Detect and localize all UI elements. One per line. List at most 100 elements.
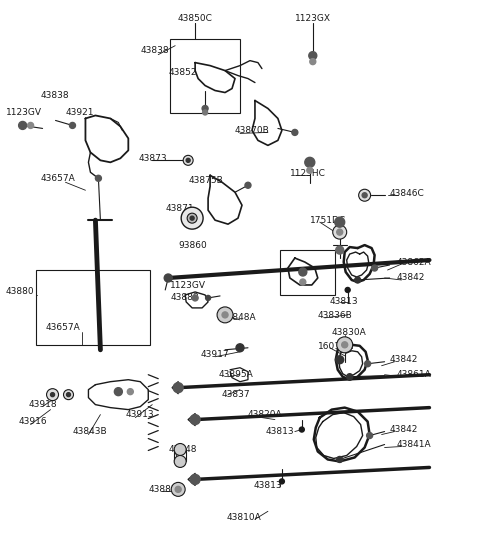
Text: 1123GV: 1123GV bbox=[6, 108, 42, 117]
Circle shape bbox=[181, 207, 203, 229]
Circle shape bbox=[310, 59, 316, 64]
Text: 1123GX: 1123GX bbox=[295, 14, 331, 23]
Circle shape bbox=[127, 389, 133, 395]
Text: 43875B: 43875B bbox=[188, 176, 223, 185]
Circle shape bbox=[67, 393, 71, 397]
Circle shape bbox=[190, 415, 200, 425]
Text: 93860: 93860 bbox=[178, 240, 207, 250]
Circle shape bbox=[190, 216, 194, 220]
Text: 43852: 43852 bbox=[168, 68, 197, 77]
Text: 43836B: 43836B bbox=[318, 311, 352, 321]
Text: 43841A: 43841A bbox=[396, 440, 431, 449]
Circle shape bbox=[70, 123, 75, 129]
Circle shape bbox=[345, 288, 350, 293]
Text: 1123HC: 1123HC bbox=[290, 169, 326, 178]
Circle shape bbox=[183, 155, 193, 166]
Circle shape bbox=[362, 192, 367, 197]
Circle shape bbox=[309, 52, 317, 59]
Circle shape bbox=[299, 268, 307, 276]
Circle shape bbox=[305, 157, 315, 167]
Text: 43913: 43913 bbox=[125, 410, 154, 419]
Text: 43888: 43888 bbox=[170, 294, 199, 302]
Circle shape bbox=[205, 295, 211, 300]
Text: 1751DC: 1751DC bbox=[310, 216, 346, 224]
Circle shape bbox=[300, 427, 304, 432]
Text: 43850C: 43850C bbox=[178, 14, 213, 23]
Circle shape bbox=[114, 388, 122, 395]
Text: 43918: 43918 bbox=[29, 400, 57, 409]
Circle shape bbox=[279, 479, 284, 484]
Text: 43862A: 43862A bbox=[396, 257, 431, 267]
Circle shape bbox=[336, 456, 343, 463]
Circle shape bbox=[174, 443, 186, 455]
Text: 43871: 43871 bbox=[165, 204, 194, 213]
Text: 43873: 43873 bbox=[138, 154, 167, 163]
Circle shape bbox=[342, 342, 348, 348]
Circle shape bbox=[355, 277, 360, 283]
Circle shape bbox=[202, 106, 208, 112]
Circle shape bbox=[336, 246, 344, 254]
Text: 43813: 43813 bbox=[265, 427, 294, 436]
Bar bbox=[280, 250, 335, 295]
Circle shape bbox=[300, 279, 306, 285]
Text: 43895A: 43895A bbox=[218, 370, 253, 379]
Text: 43861A: 43861A bbox=[396, 370, 432, 379]
Text: 1601DH: 1601DH bbox=[318, 342, 354, 351]
Text: 43921: 43921 bbox=[65, 108, 94, 117]
Circle shape bbox=[217, 307, 233, 323]
Circle shape bbox=[171, 482, 185, 496]
Bar bbox=[170, 39, 240, 113]
Text: 43917: 43917 bbox=[200, 350, 229, 359]
Circle shape bbox=[164, 274, 172, 282]
Circle shape bbox=[28, 123, 34, 129]
Text: 43810A: 43810A bbox=[227, 513, 262, 522]
Text: 43820A: 43820A bbox=[248, 410, 283, 419]
Text: 43916: 43916 bbox=[19, 417, 47, 426]
Text: 43848: 43848 bbox=[168, 445, 197, 454]
Text: 43842: 43842 bbox=[390, 355, 418, 364]
Circle shape bbox=[245, 182, 251, 188]
Text: 43842: 43842 bbox=[390, 425, 418, 434]
Circle shape bbox=[175, 486, 181, 492]
Text: 43813: 43813 bbox=[330, 298, 359, 306]
Circle shape bbox=[367, 432, 372, 438]
Circle shape bbox=[186, 158, 190, 162]
Circle shape bbox=[19, 122, 26, 129]
Circle shape bbox=[365, 361, 371, 367]
Text: 43837: 43837 bbox=[222, 390, 251, 399]
Circle shape bbox=[192, 295, 198, 301]
Circle shape bbox=[336, 356, 344, 364]
Text: 43842: 43842 bbox=[396, 273, 425, 283]
Circle shape bbox=[292, 129, 298, 135]
Circle shape bbox=[236, 344, 244, 352]
Circle shape bbox=[47, 389, 59, 400]
Bar bbox=[36, 270, 150, 345]
Circle shape bbox=[222, 312, 228, 318]
Text: 43885: 43885 bbox=[148, 485, 177, 494]
Circle shape bbox=[359, 189, 371, 201]
Circle shape bbox=[50, 393, 55, 397]
Circle shape bbox=[96, 175, 101, 182]
Text: 43848A: 43848A bbox=[222, 314, 257, 322]
Text: 43846C: 43846C bbox=[390, 189, 424, 198]
Text: 43870B: 43870B bbox=[235, 126, 270, 135]
Circle shape bbox=[63, 389, 73, 400]
Circle shape bbox=[187, 213, 197, 223]
Circle shape bbox=[174, 455, 186, 468]
Text: 43830A: 43830A bbox=[332, 328, 367, 337]
Text: 43843B: 43843B bbox=[72, 427, 107, 436]
Text: 43657A: 43657A bbox=[41, 174, 75, 183]
Circle shape bbox=[307, 167, 313, 173]
Circle shape bbox=[173, 383, 183, 393]
Circle shape bbox=[336, 337, 353, 353]
Text: 43880: 43880 bbox=[6, 288, 34, 296]
Circle shape bbox=[333, 225, 347, 239]
Circle shape bbox=[203, 110, 207, 115]
Text: 43838: 43838 bbox=[41, 91, 69, 100]
Circle shape bbox=[372, 265, 378, 271]
Text: 43813: 43813 bbox=[253, 481, 282, 490]
Text: 43838: 43838 bbox=[141, 46, 169, 55]
Circle shape bbox=[335, 217, 345, 227]
Circle shape bbox=[190, 475, 200, 485]
Text: 43657A: 43657A bbox=[46, 323, 80, 332]
